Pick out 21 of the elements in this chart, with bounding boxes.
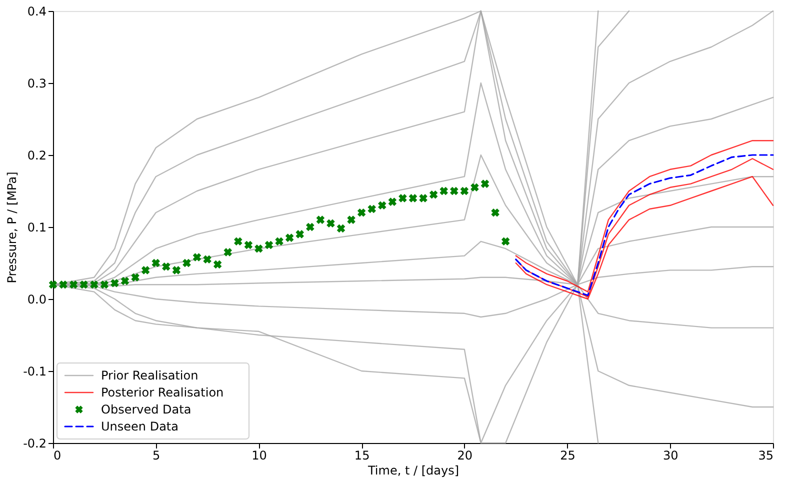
legend-label: Posterior Realisation: [101, 386, 224, 400]
x-tick-label: 25: [560, 448, 576, 462]
x-tick-label: 15: [354, 448, 370, 462]
y-tick-label: 0.3: [27, 76, 46, 90]
y-tick-label: 0.0: [27, 292, 46, 306]
legend-label: Observed Data: [101, 402, 192, 416]
legend-label: Unseen Data: [101, 420, 178, 434]
x-tick-label: 20: [457, 448, 473, 462]
y-tick-label: -0.1: [23, 364, 46, 378]
y-tick-label: 0.1: [27, 220, 46, 234]
x-tick-label: 10: [252, 448, 267, 462]
y-tick-label: 0.4: [27, 4, 46, 18]
x-tick-label: 30: [663, 448, 678, 462]
legend-label: Prior Realisation: [101, 368, 198, 382]
y-tick-label: 0.2: [27, 148, 46, 162]
y-axis-title: Pressure, P / [MPa]: [5, 172, 20, 284]
y-tick-label: -0.2: [23, 436, 46, 450]
x-tick-label: 35: [758, 448, 774, 462]
x-tick-label: 0: [54, 448, 62, 462]
x-axis-title: Time, t / [days]: [366, 464, 460, 478]
x-tick-label: 5: [152, 448, 160, 462]
